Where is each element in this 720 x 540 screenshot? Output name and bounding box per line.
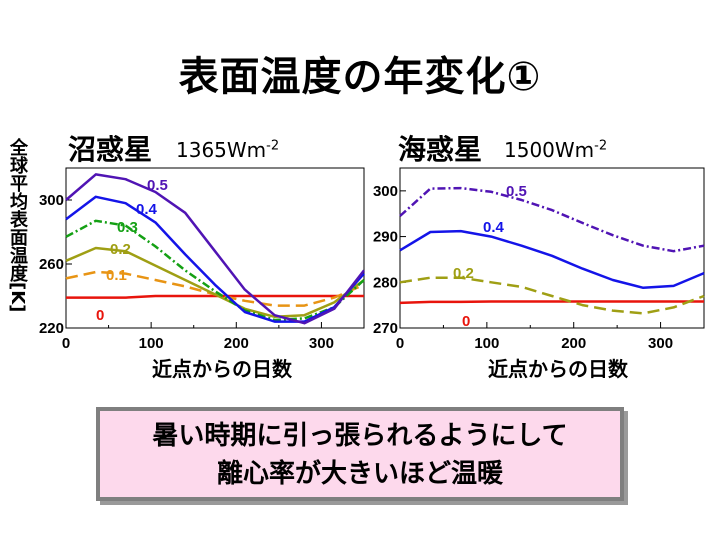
right-series-label-e02: 0.2: [453, 265, 474, 282]
left-x-axis-title: 近点からの日数: [152, 357, 293, 381]
right-ytick-label: 290: [373, 229, 398, 246]
right-chart-subtitle: 1500Wm-2: [504, 138, 607, 162]
left-series-line-e04: [65, 195, 365, 323]
left-xtick-label: 300: [309, 335, 334, 352]
left-chart-subtitle-exp: -2: [266, 138, 280, 154]
conclusion-line-2: 離心率が大きいほど温暖: [216, 459, 503, 489]
left-series-line-e0: [66, 294, 364, 299]
right-ytick-label: 280: [373, 274, 398, 291]
right-series-line-e04: [399, 229, 705, 290]
right-plot-frame: [399, 167, 705, 329]
left-ytick-label: 260: [39, 256, 64, 273]
left-series-label-e03: 0.3: [117, 219, 138, 236]
conclusion-line-1: 暑い時期に引っ張られるようにして: [152, 421, 568, 451]
right-xtick-label: 300: [648, 335, 673, 352]
left-series-label-e0: 0: [96, 307, 104, 324]
right-series-label-e04: 0.4: [483, 219, 505, 236]
right-series-line-e0: [399, 300, 704, 305]
y-axis-title: 全球平均表面温度[K]: [7, 138, 28, 313]
right-xtick-label: 100: [474, 335, 499, 352]
right-xtick-label: 0: [396, 335, 404, 352]
left-ytick-label: 220: [39, 320, 64, 337]
left-series-label-e01: 0.1: [106, 267, 127, 284]
left-series-label-e05: 0.5: [147, 177, 168, 194]
left-xtick-label: 0: [62, 335, 70, 352]
left-series-label-e04: 0.4: [136, 201, 158, 218]
right-x-axis-title: 近点からの日数: [488, 357, 629, 381]
right-series-label-e0: 0: [462, 313, 470, 330]
right-series-label-e05: 0.5: [506, 183, 527, 200]
right-chart-subtitle-main: 1500Wm: [504, 138, 595, 162]
left-xtick-label: 100: [139, 335, 164, 352]
right-chart-subtitle-exp: -2: [594, 138, 608, 154]
left-chart-subtitle-main: 1365Wm: [176, 138, 267, 162]
left-series-line-e03: [65, 219, 365, 322]
left-xtick-label: 200: [224, 335, 249, 352]
conclusion-box: 暑い時期に引っ張られるようにして 離心率が大きいほど温暖: [96, 407, 624, 501]
slide-title: 表面温度の年変化①: [178, 54, 542, 100]
right-xtick-label: 200: [561, 335, 586, 352]
right-ytick-label: 270: [373, 320, 398, 337]
right-series-line-e05: [399, 186, 705, 253]
left-ytick-label: 300: [39, 192, 64, 209]
left-series-line-e05: [65, 173, 365, 325]
left-chart-title: 沼惑星: [68, 133, 153, 166]
left-series-line-e02: [65, 246, 365, 319]
right-chart-title: 海惑星: [398, 133, 483, 166]
left-series-label-e02: 0.2: [110, 241, 131, 258]
right-series-line-e02: [399, 276, 705, 315]
right-ytick-label: 300: [373, 183, 398, 200]
left-chart-subtitle: 1365Wm-2: [176, 138, 279, 162]
left-plot-frame: [65, 167, 365, 329]
